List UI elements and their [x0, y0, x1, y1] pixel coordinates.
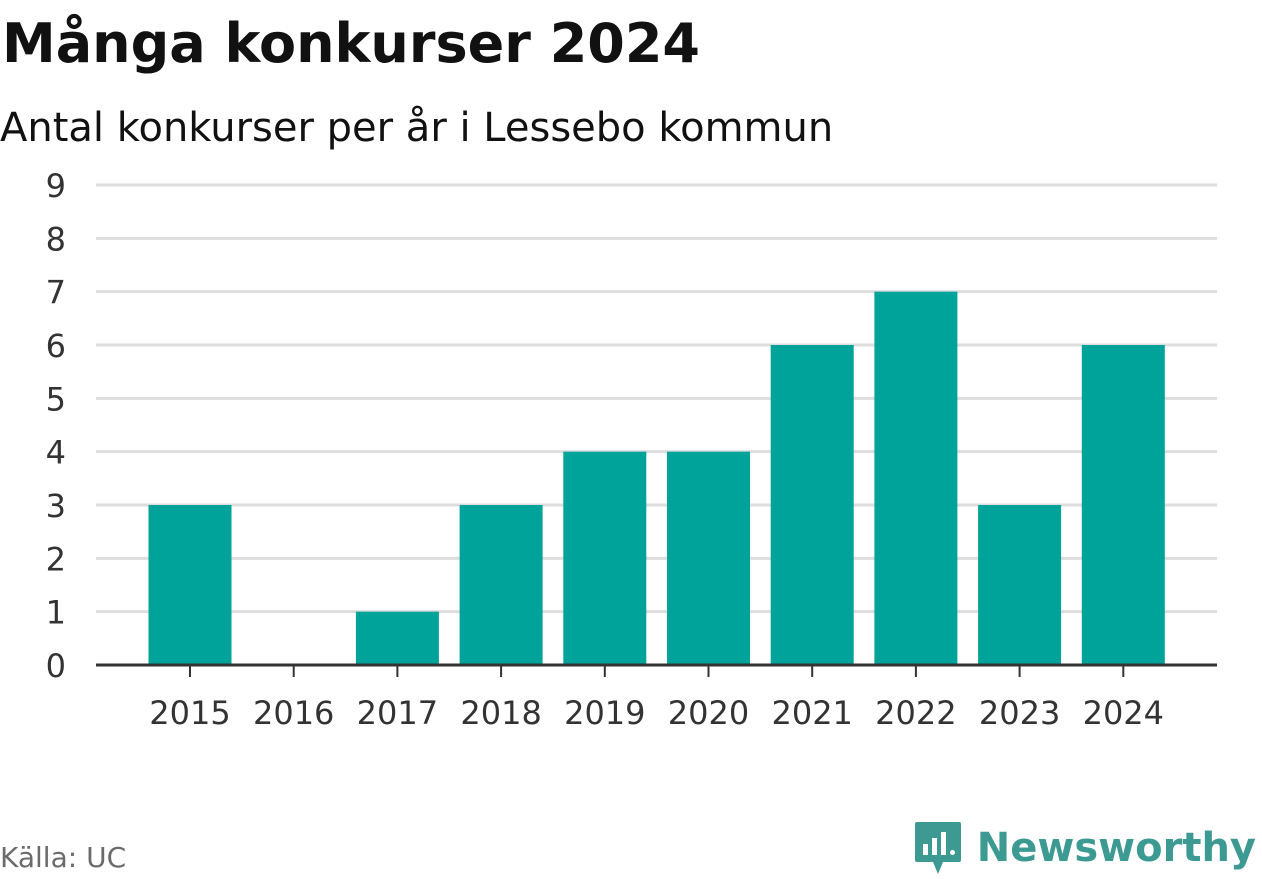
source-note: Källa: UC: [0, 841, 127, 874]
bar: [667, 451, 750, 665]
x-tick-label: 2021: [771, 694, 852, 732]
x-tick-label: 2016: [253, 694, 334, 732]
brand-name: Newsworthy: [976, 825, 1256, 871]
bar: [874, 291, 958, 665]
y-tick-label: 9: [46, 167, 66, 205]
x-tick-label: 2023: [979, 694, 1060, 732]
tick-labels: 0 1 2 3 4 5 6 7 8 9 2015 2016 2017 2018 2019 2020 2021 20…: [46, 167, 1164, 732]
bar: [563, 451, 647, 665]
bar: [459, 505, 543, 665]
brand-logo: Newsworthy: [913, 818, 1256, 878]
y-tick-label: 4: [46, 434, 66, 472]
y-tick-label: 3: [46, 487, 66, 525]
bar: [770, 345, 854, 665]
y-tick-label: 0: [46, 647, 66, 685]
x-tick-label: 2017: [357, 694, 438, 732]
y-tick-label: 5: [46, 380, 66, 418]
bar: [1081, 345, 1165, 665]
newsworthy-logo-icon: [914, 822, 961, 874]
x-tick-label: 2024: [1083, 694, 1164, 732]
bars: [148, 291, 1165, 665]
x-tick-label: 2020: [668, 694, 749, 732]
y-tick-label: 1: [46, 594, 66, 632]
chart-subtitle: Antal konkurser per år i Lessebo kommun: [0, 105, 834, 151]
bar: [148, 505, 232, 665]
x-tick-label: 2019: [564, 694, 645, 732]
y-tick-label: 8: [46, 220, 66, 258]
chart-title: Många konkurser 2024: [2, 12, 700, 75]
axes: [96, 663, 1217, 677]
y-tick-label: 2: [46, 540, 66, 578]
bar: [355, 611, 439, 665]
x-tick-label: 2018: [460, 694, 541, 732]
bar: [978, 505, 1062, 665]
gridlines: [96, 183, 1217, 614]
x-tick-label: 2015: [149, 694, 230, 732]
y-tick-label: 6: [46, 327, 66, 365]
y-tick-label: 7: [46, 274, 66, 312]
x-tick-label: 2022: [875, 694, 956, 732]
